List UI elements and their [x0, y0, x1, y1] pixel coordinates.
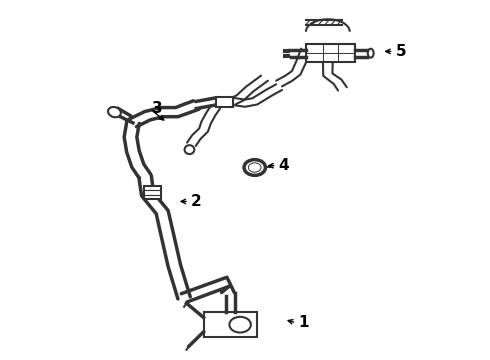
Ellipse shape [185, 145, 195, 154]
Bar [144, 186, 161, 199]
Circle shape [229, 317, 251, 333]
Text: 2: 2 [191, 194, 202, 209]
Text: 1: 1 [298, 315, 309, 330]
Bar [203, 312, 257, 337]
Ellipse shape [108, 107, 121, 117]
Text: 4: 4 [279, 158, 289, 173]
Bar [306, 44, 355, 62]
Text: 5: 5 [395, 44, 406, 59]
Text: 3: 3 [152, 101, 163, 116]
Ellipse shape [368, 49, 374, 58]
Circle shape [248, 163, 261, 172]
Bar [216, 97, 233, 107]
Circle shape [244, 159, 266, 175]
